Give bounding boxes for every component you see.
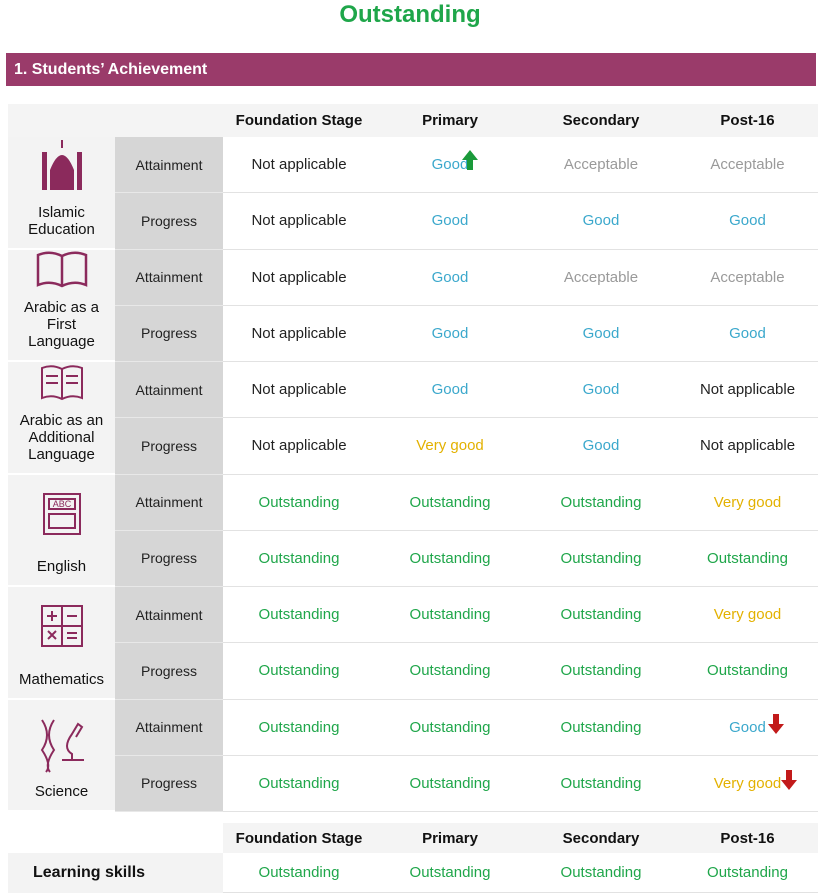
rating-cell: Very good: [677, 474, 818, 531]
rating-cell: Outstanding: [525, 755, 677, 812]
rating-cell: Outstanding: [375, 755, 525, 812]
column-header: Secondary: [562, 829, 640, 847]
book-icon: [36, 251, 88, 288]
rating-cell: Outstanding: [223, 530, 375, 587]
svg-text:ABC: ABC: [53, 499, 72, 509]
header-band: [223, 823, 818, 853]
column-header: Primary: [422, 829, 478, 847]
rating-cell: Not applicable: [223, 362, 375, 419]
subject-name: Science: [8, 699, 115, 812]
subject-name: Islamic Education: [8, 137, 115, 250]
rating-cell: Good: [375, 137, 525, 194]
page-title: Outstanding: [339, 1, 481, 28]
rating-cell: Good: [525, 305, 677, 362]
rating-cell: Outstanding: [525, 530, 677, 587]
rating-cell: Good: [677, 305, 818, 362]
row-label: Progress: [115, 755, 223, 812]
rating-cell: Outstanding: [375, 643, 525, 700]
rating-cell: Not applicable: [677, 362, 818, 419]
column-header: Secondary: [562, 112, 640, 129]
row-label: Progress: [115, 530, 223, 587]
rating-cell: Outstanding: [223, 643, 375, 700]
rating-cell: Outstanding: [525, 643, 677, 700]
row-label: Progress: [115, 418, 223, 475]
rating-cell: Good: [375, 249, 525, 306]
rating-cell: Not applicable: [677, 418, 818, 475]
rating-cell: Outstanding: [677, 643, 818, 700]
rating-cell: Outstanding: [677, 530, 818, 587]
rating-cell: Not applicable: [223, 137, 375, 194]
rating-cell: Outstanding: [525, 587, 677, 644]
mosque-icon: [42, 140, 82, 190]
rating-cell: Outstanding: [525, 699, 677, 756]
row-label: Attainment: [115, 474, 223, 531]
rating-cell: Good: [375, 305, 525, 362]
column-header: Post-16: [720, 112, 775, 129]
rating-cell: Good: [677, 193, 818, 250]
book-lines-icon: [41, 365, 83, 401]
rating-cell: Outstanding: [375, 587, 525, 644]
row-label: Attainment: [115, 249, 223, 306]
rating-cell: Not applicable: [223, 249, 375, 306]
column-header: Foundation Stage: [235, 829, 363, 847]
rating-cell: Outstanding: [525, 853, 677, 893]
math-icon: [41, 605, 83, 647]
rating-cell: Very good: [375, 418, 525, 475]
rating-cell: Outstanding: [223, 853, 375, 893]
rating-cell: Very good: [677, 587, 818, 644]
rating-cell: Good: [525, 362, 677, 419]
rating-cell: Good: [525, 418, 677, 475]
trend-down-arrow: [768, 714, 784, 734]
row-label: Attainment: [115, 137, 223, 194]
header-band: [8, 104, 818, 137]
column-header: Foundation Stage: [235, 112, 363, 129]
trend-down-arrow: [781, 770, 797, 790]
rating-cell: Acceptable: [677, 249, 818, 306]
rating-cell: Outstanding: [375, 699, 525, 756]
rating-cell: Good: [525, 193, 677, 250]
rating-cell: Not applicable: [223, 193, 375, 250]
rating-cell: Good: [677, 699, 818, 756]
rating-cell: Good: [375, 362, 525, 419]
science-icon: [40, 719, 84, 773]
rating-cell: Acceptable: [525, 137, 677, 194]
row-label: Progress: [115, 643, 223, 700]
rating-cell: Acceptable: [677, 137, 818, 194]
abc-book-icon: ABC: [43, 493, 81, 535]
row-label: Attainment: [115, 362, 223, 419]
row-label: Progress: [115, 193, 223, 250]
rating-cell: Outstanding: [525, 474, 677, 531]
rating-cell: Good: [375, 193, 525, 250]
subject-name: Arabic as an Additional Language: [8, 362, 115, 475]
column-header: Post-16: [720, 829, 775, 847]
rating-cell: Outstanding: [223, 755, 375, 812]
rating-cell: Not applicable: [223, 418, 375, 475]
rating-cell: Outstanding: [375, 474, 525, 531]
trend-up-arrow: [462, 150, 478, 170]
rating-cell: Not applicable: [223, 305, 375, 362]
section-header: 1. Students’ Achievement: [6, 53, 816, 86]
column-header: Primary: [422, 112, 478, 129]
rating-cell: Outstanding: [375, 530, 525, 587]
row-label: Attainment: [115, 587, 223, 644]
rating-cell: Outstanding: [677, 853, 818, 893]
row-label: Attainment: [115, 699, 223, 756]
rating-cell: Outstanding: [223, 699, 375, 756]
rating-cell: Very good: [677, 755, 818, 812]
rating-cell: Outstanding: [223, 474, 375, 531]
rating-cell: Acceptable: [525, 249, 677, 306]
rating-cell: Outstanding: [223, 587, 375, 644]
row-label: Progress: [115, 305, 223, 362]
rating-cell: Outstanding: [375, 853, 525, 893]
row-label: Learning skills: [8, 853, 223, 893]
